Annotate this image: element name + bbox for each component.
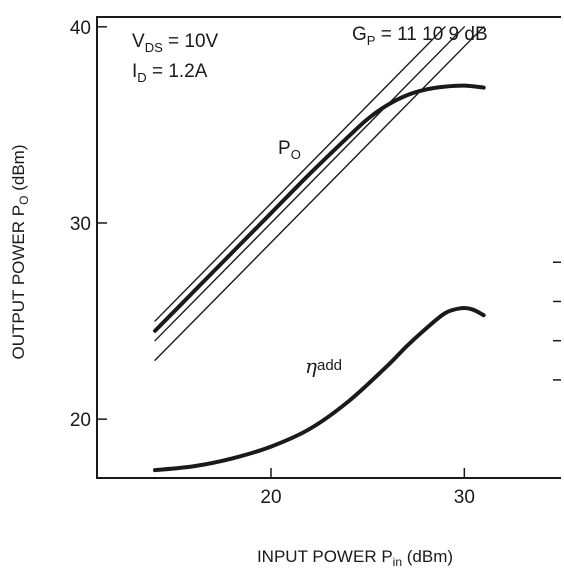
x-axis-label: INPUT POWER Pin (dBm)	[257, 547, 453, 569]
y-tick-label: 40	[70, 18, 91, 39]
series-layer	[153, 26, 486, 473]
y-tick-label: 20	[70, 410, 91, 431]
gp-value-10: 10	[422, 24, 443, 45]
eta-curve-label: ηadd	[305, 354, 342, 378]
x-tick-label: 30	[454, 487, 475, 508]
series-eta-add	[153, 306, 486, 473]
y-tick-label: 30	[70, 214, 91, 235]
x-tick-label: 20	[260, 487, 281, 508]
po-curve-label: PO	[278, 138, 301, 162]
gp-value-9: 9	[449, 24, 460, 45]
series-po	[153, 83, 486, 333]
vds-annotation: VDS = 10V	[132, 31, 219, 55]
y-axis-label: OUTPUT POWER PO (dBm)	[9, 145, 31, 360]
id-annotation: ID = 1.2A	[132, 61, 208, 85]
gp-annotation: GP = 11 10 9 dB	[352, 24, 488, 48]
plot-frame	[96, 16, 561, 479]
gp-unit: dB	[464, 24, 487, 45]
gp-value-11: 11	[397, 24, 417, 45]
series-gain-9	[154, 26, 485, 361]
axis-frame	[96, 16, 561, 479]
axis-ticks: 20 30 20 30 40	[70, 18, 561, 508]
series-gain-11	[154, 26, 446, 322]
series-gain-10	[154, 26, 466, 342]
